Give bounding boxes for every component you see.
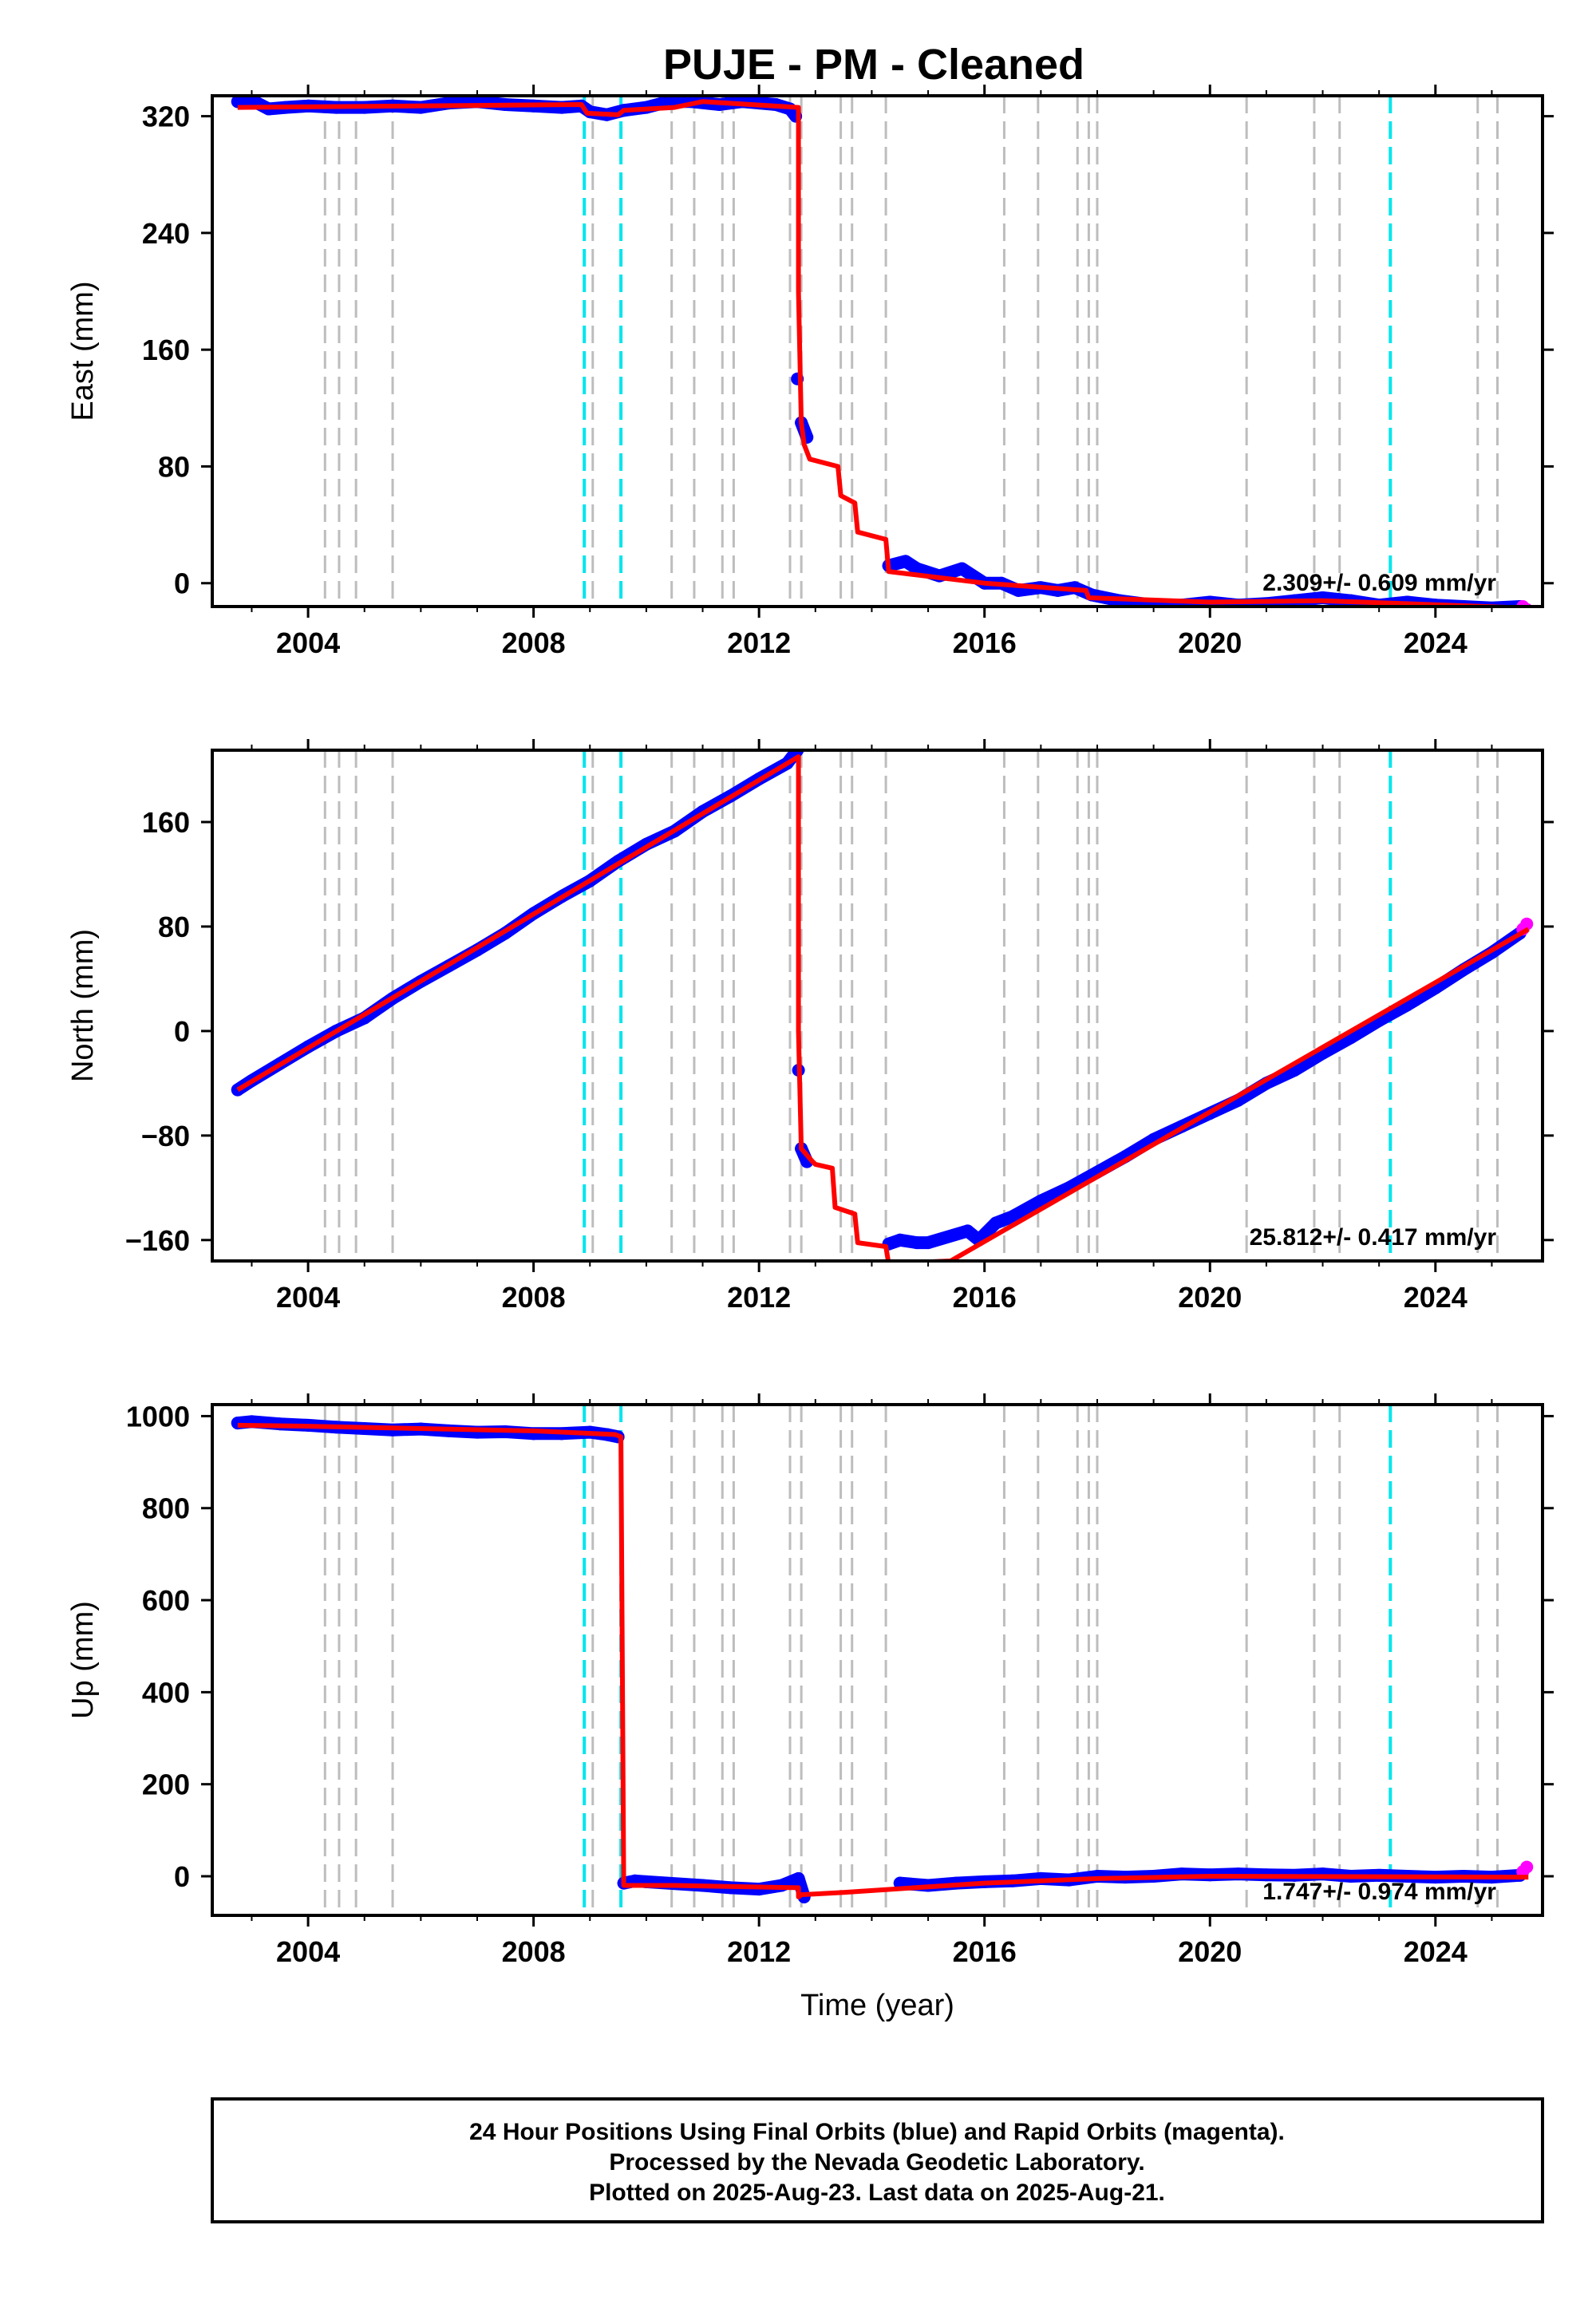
rapid-orbit-point [1520,1860,1534,1874]
final-orbit-point [662,96,676,109]
final-orbit-point [922,1236,935,1250]
plot-background [212,750,1543,1261]
x-tick-label: 2024 [1404,1281,1468,1314]
footer-box: 24 Hour Positions Using Final Orbits (bl… [211,2097,1544,2223]
y-axis-label: East (mm) [66,281,100,421]
y-tick-label: 200 [142,1769,190,1801]
y-tick-label: 1000 [126,1400,190,1433]
final-orbit-point [989,1216,1002,1230]
x-axis-label: Time (year) [800,1989,954,2022]
panel-east: 2004 2008 2012 2016 2020 2024 0 80 160 240 320 East… [66,85,1554,659]
y-tick-label: 160 [142,334,190,366]
rapid-orbit-point [1520,917,1534,931]
x-tick-label: 2012 [727,1935,791,1968]
rate-label: 1.747+/- 0.974 mm/yr [1262,1879,1496,1905]
y-tick-label: 800 [142,1492,190,1525]
chart-title: PUJE - PM - Cleaned [663,41,1084,89]
panel-up: 2004 2008 2012 2016 2020 2024 0 200 400 600 800 100… [66,1393,1554,2022]
footer-line-1: 24 Hour Positions Using Final Orbits (bl… [469,2119,1285,2145]
y-tick-label: 400 [142,1676,190,1709]
final-orbit-point [1034,1194,1048,1207]
plot-frame [211,749,1544,1263]
footer-line-2: Processed by the Nevada Geodetic Laborat… [609,2149,1144,2176]
y-tick-label: −160 [125,1224,190,1257]
x-tick-label: 2020 [1178,1281,1242,1314]
panel-north: 2004 2008 2012 2016 2020 2024 −160 −80 0 80 160 Nor… [66,739,1554,1314]
final-orbit-point [245,96,259,107]
x-tick-label: 2024 [1404,1935,1468,1968]
model-line [236,754,1530,1261]
y-tick-label: 0 [174,1860,190,1893]
x-tick-label: 2016 [953,1935,1017,1968]
final-orbit-point [910,1236,923,1250]
final-orbit-point [231,96,244,109]
model-line [237,1422,1529,1899]
plot-area [231,750,1534,1261]
y-tick-label: 0 [174,1015,190,1048]
plot-frame [211,94,1544,608]
final-orbit-point [792,1871,805,1885]
final-orbit-point [955,562,969,575]
y-tick-label: 80 [158,450,190,483]
plot-area [231,1405,1534,1915]
y-tick-label: 160 [142,806,190,839]
x-tick-label: 2012 [727,1281,791,1314]
x-tick-label: 2020 [1178,626,1242,659]
x-tick-label: 2016 [953,1281,1017,1314]
y-tick-label: −80 [141,1120,190,1152]
footer-line-3: Plotted on 2025-Aug-23. Last data on 202… [589,2180,1165,2206]
y-tick-label: 0 [174,567,190,600]
x-tick-label: 2004 [276,1281,340,1314]
x-tick-label: 2004 [276,1935,340,1968]
x-tick-label: 2020 [1178,1935,1242,1968]
plot-background [212,96,1543,607]
model-line [237,99,1526,607]
x-tick-label: 2024 [1404,626,1468,659]
x-tick-label: 2008 [502,1935,566,1968]
rate-label: 25.812+/- 0.417 mm/yr [1250,1224,1497,1251]
y-tick-label: 320 [142,101,190,133]
final-orbit-point [893,1233,907,1247]
x-tick-label: 2004 [276,626,340,659]
final-orbit-point [961,1224,974,1238]
y-axis-label: North (mm) [66,929,100,1082]
y-axis-label: Up (mm) [66,1601,100,1719]
final-orbit-point [1006,1210,1020,1223]
x-tick-label: 2008 [502,626,566,659]
plot-background [212,1405,1543,1915]
panels-group: 2004 2008 2012 2016 2020 2024 0 80 160 240 320 East… [66,85,1554,2022]
x-tick-label: 2012 [727,626,791,659]
final-orbit-point [899,555,912,568]
x-tick-label: 2016 [953,626,1017,659]
y-tick-label: 600 [142,1584,190,1617]
y-tick-label: 240 [142,217,190,250]
y-tick-label: 80 [158,911,190,943]
x-tick-label: 2008 [502,1281,566,1314]
plot-frame [211,1403,1544,1917]
final-orbit-point [910,562,923,575]
rate-label: 2.309+/- 0.609 mm/yr [1262,570,1496,596]
